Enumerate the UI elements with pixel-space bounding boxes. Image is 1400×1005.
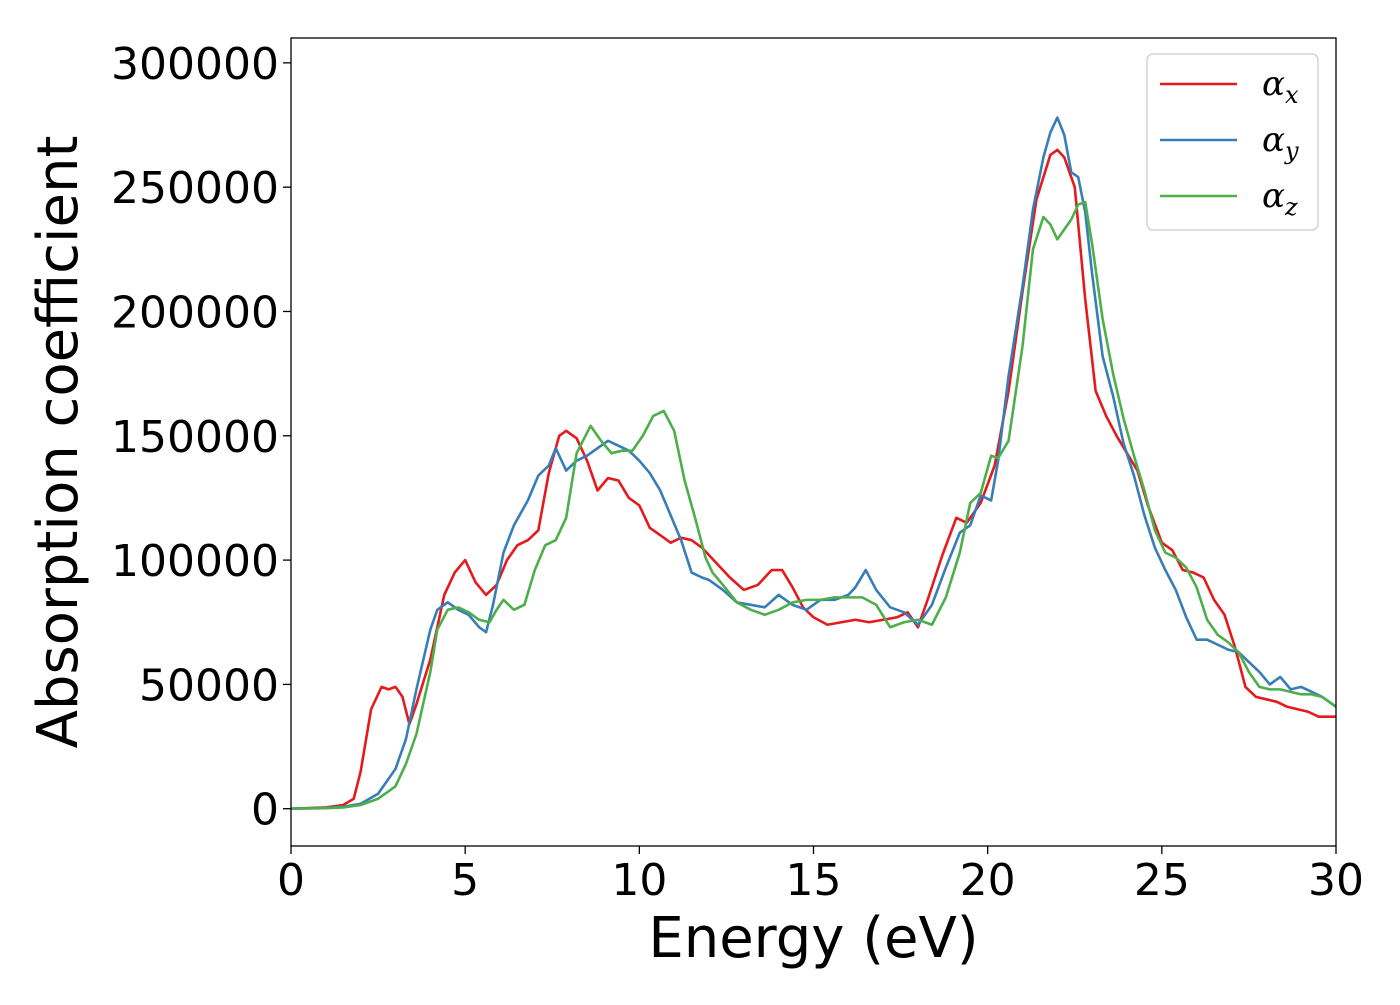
series-lines [291,116,1336,811]
y-tick-label: 0 [251,785,279,836]
y-tick-label: 300000 [111,39,279,90]
legend-label-x: αx [1262,64,1299,109]
y-tick-label: 150000 [111,412,279,463]
legend-label-z: αz [1262,176,1298,221]
y-tick-label: 200000 [111,287,279,338]
series-line-z [291,200,1336,811]
x-tick-label: 25 [1134,855,1190,906]
legend: αx αy αz [1146,53,1319,231]
legend-box [1146,53,1319,231]
series-line-x [291,148,1336,811]
y-tick-label: 50000 [139,660,279,711]
x-axis-label: Energy (eV) [648,906,978,971]
series-line-y [291,116,1336,811]
x-tick-label: 5 [451,855,479,906]
x-tick-label: 30 [1308,855,1364,906]
y-tick-label: 250000 [111,163,279,214]
x-tick-label: 10 [611,855,667,906]
x-axis-ticks: 0 5 10 15 20 25 30 [277,846,1364,906]
x-tick-label: 0 [277,855,305,906]
y-axis-label: Absorption coefficient [26,136,91,749]
x-tick-label: 15 [786,855,842,906]
y-tick-label: 100000 [111,536,279,587]
x-tick-label: 20 [960,855,1016,906]
legend-label-y: αy [1262,120,1299,165]
y-axis-ticks: 0 50000 100000 150000 200000 250000 300000 [111,39,291,836]
